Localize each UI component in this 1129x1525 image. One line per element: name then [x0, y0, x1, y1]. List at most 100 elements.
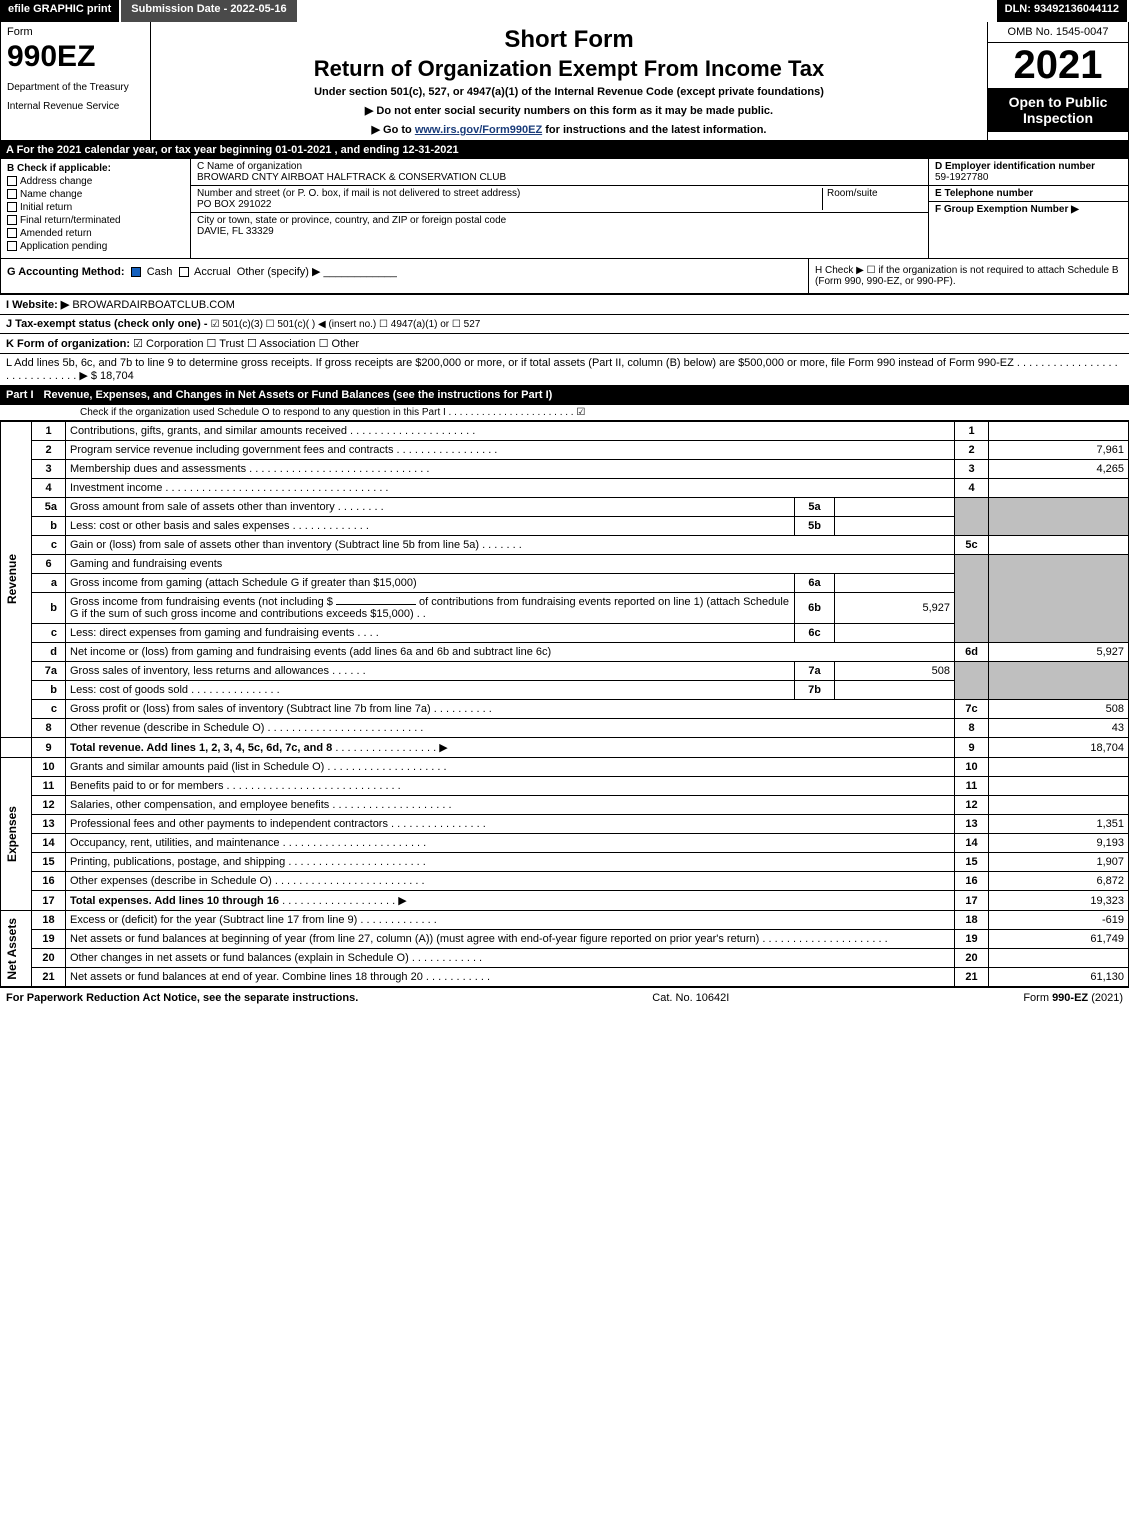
- ln20-num: 20: [32, 949, 66, 968]
- c-name-label: C Name of organization: [197, 161, 922, 172]
- ln1-rnum: 1: [955, 422, 989, 441]
- chk-initial[interactable]: Initial return: [7, 202, 184, 213]
- ln11-amt: [989, 777, 1129, 796]
- part-i-sub: Check if the organization used Schedule …: [0, 405, 1129, 421]
- ln12-rnum: 12: [955, 796, 989, 815]
- ln18-desc: Excess or (deficit) for the year (Subtra…: [66, 911, 955, 930]
- g-row: G Accounting Method: Cash Accrual Other …: [1, 259, 808, 293]
- ln4-desc: Investment income . . . . . . . . . . . …: [66, 479, 955, 498]
- warn-line: ▶ Do not enter social security numbers o…: [157, 104, 981, 117]
- ln3-desc: Membership dues and assessments . . . . …: [66, 460, 955, 479]
- ln8-num: 8: [32, 719, 66, 738]
- ln15-desc: Printing, publications, postage, and shi…: [66, 853, 955, 872]
- revenue-vert: Revenue: [1, 422, 32, 738]
- b-head: B Check if applicable:: [7, 163, 184, 174]
- ln6b-box: 6b: [795, 593, 835, 624]
- ln5b-num: b: [32, 517, 66, 536]
- ln18-rnum: 18: [955, 911, 989, 930]
- h-row: H Check ▶ ☐ if the organization is not r…: [808, 259, 1128, 293]
- ln5b-box: 5b: [795, 517, 835, 536]
- c-street-row: Number and street (or P. O. box, if mail…: [191, 186, 928, 213]
- ln5ab-shade: [955, 498, 989, 536]
- ln6d-desc: Net income or (loss) from gaming and fun…: [66, 643, 955, 662]
- f-row: F Group Exemption Number ▶: [929, 202, 1128, 258]
- ln6d-amt: 5,927: [989, 643, 1129, 662]
- ln1-amt: [989, 422, 1129, 441]
- footer-right: Form 990-EZ (2021): [1023, 992, 1123, 1004]
- footer-right-post: (2021): [1088, 992, 1123, 1004]
- ln17-desc: Total expenses. Add lines 10 through 16 …: [66, 891, 955, 911]
- tax-year: 2021: [988, 43, 1128, 88]
- ln6c-box: 6c: [795, 624, 835, 643]
- ln20-amt: [989, 949, 1129, 968]
- efile-button[interactable]: efile GRAPHIC print: [0, 0, 121, 22]
- k-row: K Form of organization: ☑ Corporation ☐ …: [0, 333, 1129, 353]
- ln5c-amt: [989, 536, 1129, 555]
- ln9-desc: Total revenue. Add lines 1, 2, 3, 4, 5c,…: [66, 738, 955, 758]
- ln19-num: 19: [32, 930, 66, 949]
- goto-line: ▶ Go to www.irs.gov/Form990EZ for instru…: [157, 123, 981, 136]
- header-left: Form 990EZ Department of the Treasury In…: [1, 22, 151, 140]
- g-cash: Cash: [147, 266, 173, 278]
- ln6a-num: a: [32, 574, 66, 593]
- c-room-label: Room/suite: [822, 188, 922, 210]
- ln11-desc: Benefits paid to or for members . . . . …: [66, 777, 955, 796]
- ln1-num: 1: [32, 422, 66, 441]
- open-inspection: Open to Public Inspection: [988, 88, 1128, 132]
- g-label: G Accounting Method:: [7, 266, 125, 278]
- c-city-row: City or town, state or province, country…: [191, 213, 928, 239]
- ln7a-box: 7a: [795, 662, 835, 681]
- footer-left: For Paperwork Reduction Act Notice, see …: [6, 992, 358, 1004]
- ln8-amt: 43: [989, 719, 1129, 738]
- c-street-val: PO BOX 291022: [197, 199, 822, 210]
- ln15-num: 15: [32, 853, 66, 872]
- ln5c-rnum: 5c: [955, 536, 989, 555]
- k-opts: ☑ Corporation ☐ Trust ☐ Association ☐ Ot…: [133, 338, 359, 350]
- ln19-rnum: 19: [955, 930, 989, 949]
- chk-cash[interactable]: [131, 267, 141, 277]
- ln16-rnum: 16: [955, 872, 989, 891]
- chk-address[interactable]: Address change: [7, 176, 184, 187]
- ln6b-desc: Gross income from fundraising events (no…: [66, 593, 795, 624]
- chk-name[interactable]: Name change: [7, 189, 184, 200]
- k-label: K Form of organization:: [6, 338, 130, 350]
- part-i-sub-text: Check if the organization used Schedule …: [80, 407, 585, 418]
- ln6b-pre: Gross income from fundraising events (no…: [70, 596, 333, 608]
- chk-initial-label: Initial return: [20, 202, 72, 213]
- chk-amended[interactable]: Amended return: [7, 228, 184, 239]
- netassets-vert-label: Net Assets: [5, 918, 27, 980]
- ln19-desc: Net assets or fund balances at beginning…: [66, 930, 955, 949]
- chk-accrual[interactable]: [179, 267, 189, 277]
- ln20-rnum: 20: [955, 949, 989, 968]
- ln3-num: 3: [32, 460, 66, 479]
- top-bar: efile GRAPHIC print Submission Date - 20…: [0, 0, 1129, 22]
- under-section: Under section 501(c), 527, or 4947(a)(1)…: [157, 86, 981, 98]
- ln16-num: 16: [32, 872, 66, 891]
- ln7b-num: b: [32, 681, 66, 700]
- ln9-amt: 18,704: [989, 738, 1129, 758]
- ln6-desc: Gaming and fundraising events: [66, 555, 955, 574]
- ln5b-desc: Less: cost or other basis and sales expe…: [66, 517, 795, 536]
- dept-irs: Internal Revenue Service: [7, 101, 144, 112]
- header-right: OMB No. 1545-0047 2021 Open to Public In…: [988, 22, 1128, 140]
- ln10-desc: Grants and similar amounts paid (list in…: [66, 758, 955, 777]
- goto-pre: ▶ Go to: [372, 124, 415, 136]
- submission-date: Submission Date - 2022-05-16: [121, 0, 296, 22]
- goto-link[interactable]: www.irs.gov/Form990EZ: [415, 124, 542, 136]
- chk-final[interactable]: Final return/terminated: [7, 215, 184, 226]
- ln7a-num: 7a: [32, 662, 66, 681]
- ln2-amt: 7,961: [989, 441, 1129, 460]
- lines-table: Revenue 1 Contributions, gifts, grants, …: [0, 421, 1129, 987]
- ln12-num: 12: [32, 796, 66, 815]
- c-city-val: DAVIE, FL 33329: [197, 226, 506, 237]
- form-number: 990EZ: [7, 40, 144, 74]
- ln21-rnum: 21: [955, 968, 989, 987]
- ln13-amt: 1,351: [989, 815, 1129, 834]
- ln21-desc: Net assets or fund balances at end of ye…: [66, 968, 955, 987]
- ln7ab-shade2: [989, 662, 1129, 700]
- chk-pending[interactable]: Application pending: [7, 241, 184, 252]
- ln6b-num: b: [32, 593, 66, 624]
- form-header: Form 990EZ Department of the Treasury In…: [0, 22, 1129, 141]
- col-de: D Employer identification number 59-1927…: [928, 159, 1128, 258]
- l-value: 18,704: [100, 370, 134, 382]
